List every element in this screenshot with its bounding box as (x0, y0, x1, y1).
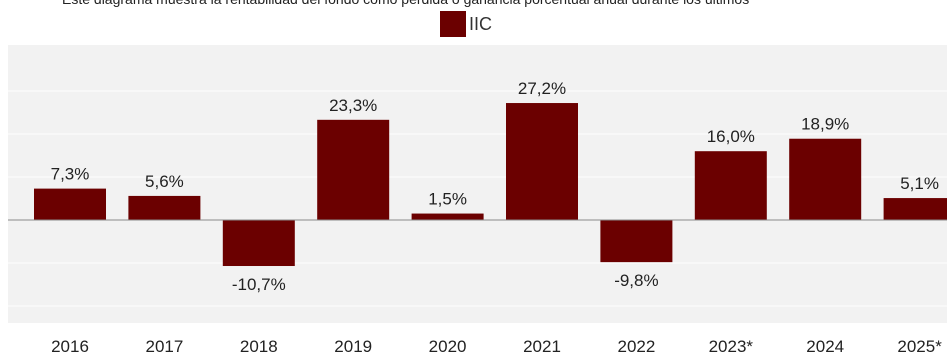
data-label-2020: 1,5% (428, 190, 467, 209)
x-tick-label: 2022 (617, 337, 655, 354)
data-label-2018: -10,7% (232, 275, 286, 294)
x-tick-label: 2023* (709, 337, 754, 354)
bar-2020 (411, 213, 484, 220)
bar-2018 (222, 220, 295, 267)
legend-swatch-iic (440, 11, 466, 37)
bar-2022 (600, 220, 673, 263)
data-label-2016: 7,3% (51, 165, 90, 184)
bar-2021 (506, 103, 578, 220)
data-label-2017: 5,6% (145, 172, 184, 191)
bar-2023-est (694, 151, 767, 220)
data-label-2023-est: 16,0% (707, 127, 755, 146)
data-label-2024: 18,9% (801, 115, 849, 134)
bar-2025-est (883, 198, 947, 220)
x-tick-label: 2021 (523, 337, 561, 354)
data-label-2021: 27,2% (518, 79, 566, 98)
data-label-2022: -9,8% (614, 271, 658, 290)
legend: IIC (440, 11, 492, 37)
data-label-2025-est: 5,1% (900, 174, 939, 193)
x-tick-label: 2018 (240, 337, 278, 354)
x-tick-label: 2024 (806, 337, 844, 354)
bar-2016 (34, 188, 106, 220)
x-tick-label: 2016 (51, 337, 89, 354)
bar-2024 (789, 138, 862, 220)
bar-2017 (128, 195, 201, 220)
data-label-2019: 23,3% (329, 96, 377, 115)
x-tick-label: 2025* (897, 337, 942, 354)
x-tick-label: 2019 (334, 337, 372, 354)
x-tick-label: 2017 (145, 337, 183, 354)
x-tick-label: 2020 (429, 337, 467, 354)
chart-subtitle: Este diagrama muestra la rentabilidad de… (62, 0, 947, 9)
bar-2019 (317, 119, 390, 220)
legend-label-iic: IIC (469, 13, 493, 34)
